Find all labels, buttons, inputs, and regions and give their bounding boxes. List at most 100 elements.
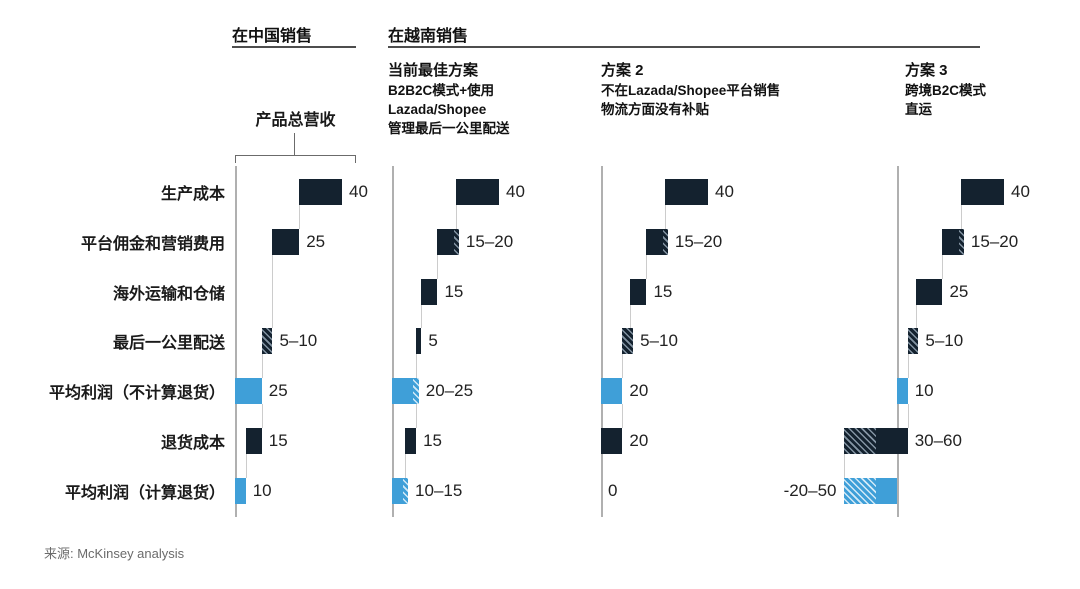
group-underline-china [232, 46, 356, 48]
bar-hatch-option3-row1 [958, 228, 964, 255]
bar-option3-row1 [942, 228, 964, 255]
row-label-5: 退货成本 [160, 435, 225, 452]
bar-china-row0 [299, 179, 342, 205]
waterfall-connector [915, 304, 917, 329]
value-label-option3-row3: 5–10 [925, 331, 964, 351]
waterfall-connector [299, 205, 301, 229]
value-label-best-row6: 10–15 [415, 480, 463, 500]
bar-hatch-best-row6 [402, 477, 409, 504]
waterfall-connector [843, 454, 845, 478]
bar-hatch-option3-row5 [843, 428, 876, 454]
waterfall-connector [261, 404, 263, 428]
bar-option3-row0 [961, 179, 1004, 205]
bar-hatch-option2-row1 [662, 228, 668, 255]
bar-hatch-option3-row3 [907, 328, 919, 355]
value-label-option3-row1: 15–20 [970, 231, 1019, 251]
bar-best-row1 [437, 228, 459, 255]
bar-hatch-option3-row6 [843, 477, 876, 504]
value-axis-best [392, 166, 394, 517]
bar-china-row6 [235, 477, 246, 504]
bar-china-row5 [245, 428, 262, 454]
revenue-bracket-stem [294, 133, 295, 155]
waterfall-connector [272, 254, 274, 329]
bar-option2-row5 [601, 428, 623, 454]
value-label-option3-row5: 30–60 [914, 431, 962, 450]
value-axis-china [235, 166, 237, 517]
bar-option2-row0 [665, 179, 708, 205]
bar-hatch-best-row4 [413, 378, 419, 405]
value-label-option3-row2: 25 [949, 281, 969, 301]
row-label-3: 最后一公里配送 [112, 335, 225, 353]
row-label-2: 海外运输和仓储 [112, 285, 225, 303]
bar-china-row1 [272, 228, 300, 255]
waterfall-connector [630, 304, 632, 329]
waterfall-connector [421, 304, 423, 329]
value-label-best-row3: 5 [428, 331, 438, 351]
bar-option3-row4 [897, 378, 908, 405]
waterfall-connector [245, 454, 247, 478]
bar-china-row4 [235, 378, 262, 405]
bar-hatch-best-row1 [453, 228, 459, 255]
bar-option3-row2 [915, 278, 943, 305]
value-label-option2-row4: 20 [629, 381, 649, 401]
source-note: 来源: McKinsey analysis [44, 546, 185, 561]
column-title-option3: 方案 3 [905, 62, 948, 79]
bar-hatch-china-row3 [261, 328, 273, 355]
value-label-china-row3: 5–10 [279, 331, 318, 351]
column-desc-best: B2B2C模式+使用 Lazada/Shopee 管理最后一公里配送 [388, 81, 510, 138]
waterfall-connector [437, 254, 439, 279]
value-label-china-row5: 15 [268, 431, 288, 450]
waterfall-connector [646, 254, 648, 279]
column-desc-line: 管理最后一公里配送 [388, 121, 510, 136]
column-desc-option2: 不在Lazada/Shopee平台销售 物流方面没有补贴 [601, 81, 780, 119]
waterfall-connector [456, 205, 458, 229]
group-underline-vietnam [388, 46, 980, 48]
bar-option2-row1 [646, 228, 668, 255]
column-desc-line: 不在Lazada/Shopee平台销售 [601, 83, 781, 98]
value-label-china-row4: 25 [268, 381, 288, 401]
value-label-option2-row5: 20 [629, 431, 649, 450]
value-label-best-row1: 15–20 [465, 231, 514, 251]
value-label-best-row0: 40 [506, 182, 525, 201]
row-label-4: 平均利润（不计算退货） [48, 385, 225, 403]
column-desc-line: Lazada/Shopee [388, 102, 487, 117]
row-label-0: 生产成本 [160, 186, 225, 203]
column-desc-line: 直运 [905, 102, 932, 117]
revenue-bracket-line [235, 155, 356, 156]
bar-option2-row4 [601, 378, 623, 405]
row-label-1: 平台佣金和营销费用 [80, 235, 225, 253]
value-label-best-row5: 15 [423, 431, 442, 450]
revenue-axis-label: 产品总营收 [255, 112, 336, 129]
bar-best-row0 [456, 179, 499, 205]
waterfall-connector [665, 205, 667, 229]
waterfall-connector [416, 404, 418, 428]
value-label-option2-row0: 40 [715, 182, 734, 201]
value-axis-option3 [897, 166, 899, 517]
value-label-option2-row1: 15–20 [674, 231, 723, 251]
value-label-china-row6: 10 [252, 480, 272, 500]
bar-hatch-option2-row3 [622, 328, 634, 355]
value-label-option2-row2: 15 [653, 281, 673, 301]
bar-option2-row2 [630, 278, 647, 305]
waterfall-connector [622, 404, 624, 428]
value-label-option2-row6: 0 [608, 480, 618, 500]
group-header-china: 在中国销售 [232, 28, 313, 45]
bar-best-row5 [405, 428, 417, 454]
column-title-best: 当前最佳方案 [388, 62, 479, 79]
value-label-china-row0: 40 [349, 182, 368, 201]
bar-best-row2 [421, 278, 438, 305]
value-label-best-row2: 15 [444, 281, 464, 301]
column-desc-line: 物流方面没有补贴 [601, 102, 709, 117]
value-label-option3-row0: 40 [1011, 182, 1030, 201]
revenue-bracket-tick-right [355, 155, 356, 163]
waterfall-connector [622, 354, 624, 379]
waterfall-connector [961, 205, 963, 229]
value-label-option2-row3: 5–10 [640, 331, 678, 351]
value-label-option3-row6: -20–50 [783, 480, 837, 500]
waterfall-connector [907, 404, 909, 428]
column-title-option2: 方案 2 [601, 62, 644, 79]
column-desc-option3: 跨境B2C模式 直运 [905, 81, 986, 119]
row-label-6: 平均利润（计算退货） [64, 484, 225, 502]
value-axis-option2 [601, 166, 603, 517]
